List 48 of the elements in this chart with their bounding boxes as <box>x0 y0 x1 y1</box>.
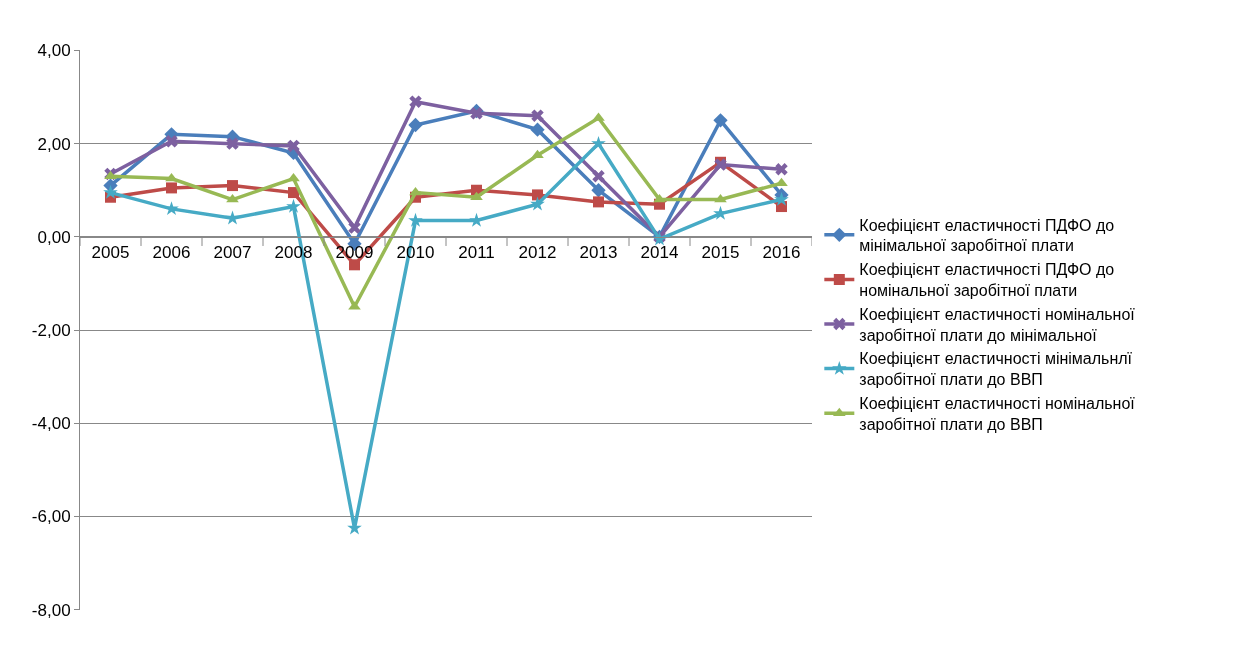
x-tick-label: 2013 <box>579 243 618 263</box>
x-tick-label: 2011 <box>458 243 495 263</box>
point <box>227 180 238 192</box>
legend-label: Коефіцієнт еластичності мінімальнлї заробітної плати до ВВП <box>859 350 1133 389</box>
point <box>713 113 728 128</box>
point <box>532 189 543 201</box>
point <box>103 184 118 199</box>
point <box>591 135 606 150</box>
point <box>165 135 178 148</box>
x-tick-label: 2014 <box>640 243 679 263</box>
y-tick-label: 4,00 <box>37 41 71 61</box>
point <box>408 117 423 133</box>
y-tick-label: 2,00 <box>37 134 71 154</box>
x-tick-label: 2016 <box>762 243 801 263</box>
y-tick-label: -8,00 <box>31 600 71 620</box>
point <box>775 163 788 176</box>
point <box>774 191 789 206</box>
point <box>166 182 177 194</box>
point <box>530 196 545 211</box>
legend-label: Коефіцієнт еластичності номінальної заробітної плати до ВВП <box>859 395 1136 433</box>
point <box>226 137 239 150</box>
y-tick-label: -6,00 <box>31 507 71 527</box>
point <box>593 196 604 208</box>
point <box>349 259 360 271</box>
point <box>470 107 483 120</box>
y-tick-label: 0,00 <box>37 227 71 247</box>
point <box>592 170 605 183</box>
y-tick-label: -2,00 <box>31 321 71 341</box>
point <box>591 183 606 198</box>
point <box>286 198 301 213</box>
point <box>409 95 422 108</box>
point <box>225 210 240 225</box>
legend-label: Коефіцієнт еластичності ПДФО до номінальної заробітної плати <box>859 261 1115 300</box>
x-tick-label: 2007 <box>213 243 252 263</box>
point <box>531 149 544 159</box>
legend-label: Коефіцієнт еластичності ПДФО до мінімальної заробітної плати <box>859 216 1115 255</box>
y-tick-label: -4,00 <box>31 414 71 434</box>
point <box>288 187 299 199</box>
point <box>531 109 544 122</box>
x-tick-label: 2015 <box>701 243 740 263</box>
point <box>408 212 423 227</box>
x-tick-label: 2005 <box>91 243 130 263</box>
x-tick-label: 2012 <box>518 243 557 263</box>
point <box>530 122 545 137</box>
legend-label: Коефіцієнт еластичності номінальної заробітної плати до мінімальної <box>859 305 1136 344</box>
x-tick-label: 2006 <box>152 243 191 263</box>
point <box>348 221 361 234</box>
point <box>287 139 300 153</box>
